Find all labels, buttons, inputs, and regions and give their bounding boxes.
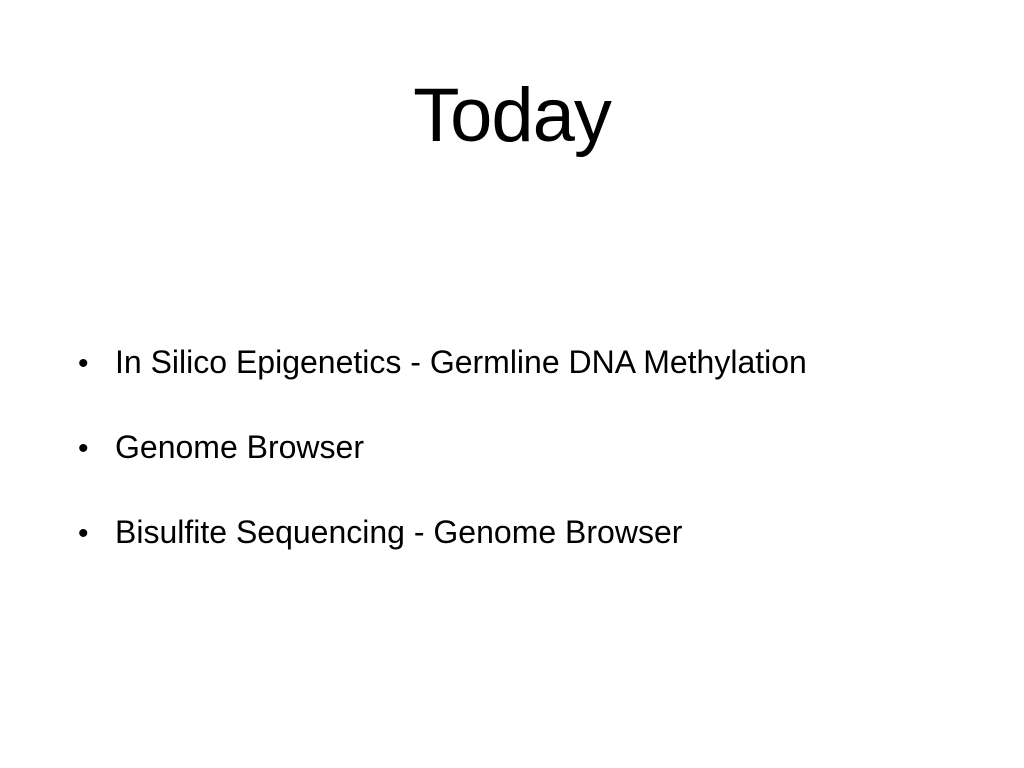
- bullet-text: In Silico Epigenetics - Germline DNA Met…: [115, 344, 807, 380]
- bullet-text: Genome Browser: [115, 429, 364, 465]
- slide-title: Today: [413, 73, 612, 158]
- bullet-list: • In Silico Epigenetics - Germline DNA M…: [78, 346, 807, 601]
- bullet-item: • Bisulfite Sequencing - Genome Browser: [78, 516, 807, 601]
- bullet-item: • In Silico Epigenetics - Germline DNA M…: [78, 346, 807, 431]
- bullet-icon: •: [78, 517, 89, 550]
- bullet-item: • Genome Browser: [78, 431, 807, 516]
- bullet-icon: •: [78, 432, 89, 465]
- bullet-icon: •: [78, 347, 89, 380]
- bullet-text: Bisulfite Sequencing - Genome Browser: [115, 514, 683, 550]
